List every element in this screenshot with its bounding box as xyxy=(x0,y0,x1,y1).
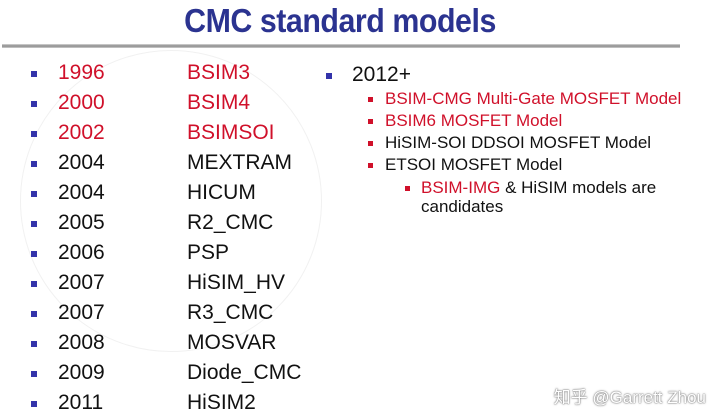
bullet-icon xyxy=(31,71,37,77)
year: 2002 xyxy=(58,121,105,144)
model-name: HiSIM_HV xyxy=(187,271,286,294)
model-name: R3_CMC xyxy=(187,301,274,324)
bullet-icon xyxy=(31,251,37,257)
future-item-text: BSIM-CMG Multi-Gate MOSFET Model xyxy=(385,89,682,108)
future-item-text: HiSIM-SOI DDSOI MOSFET Model xyxy=(385,133,652,152)
model-name: PSP xyxy=(187,241,230,264)
bullet-icon xyxy=(368,119,373,124)
bullet-icon xyxy=(405,186,410,191)
future-label: 2012+ xyxy=(352,63,411,86)
model-name: MOSVAR xyxy=(187,331,277,354)
bullet-icon xyxy=(31,341,37,347)
model-name: BSIMSOI xyxy=(187,121,275,144)
year: 2007 xyxy=(58,271,105,294)
year: 1996 xyxy=(58,61,105,84)
bullet-icon xyxy=(31,101,37,107)
model-name: Diode_CMC xyxy=(187,361,302,384)
bullet-icon xyxy=(31,191,37,197)
slide-title: CMC standard models xyxy=(184,2,496,39)
model-name: MEXTRAM xyxy=(187,151,292,174)
bullet-icon xyxy=(368,97,373,102)
model-name: BSIM4 xyxy=(187,91,251,114)
future-item-text: ETSOI MOSFET Model xyxy=(385,155,563,174)
bullet-icon xyxy=(31,371,37,377)
bullet-icon xyxy=(326,73,332,79)
year: 2011 xyxy=(58,391,104,414)
bullet-icon xyxy=(31,311,37,317)
year: 2008 xyxy=(58,331,105,354)
bullet-icon xyxy=(31,221,37,227)
model-name: R2_CMC xyxy=(187,211,274,234)
bullet-icon xyxy=(368,141,373,146)
model-name: HiSIM2 xyxy=(187,391,256,414)
future-item-text: BSIM6 MOSFET Model xyxy=(385,111,563,130)
year: 2005 xyxy=(58,211,105,234)
bullet-icon xyxy=(31,281,37,287)
candidate-text: & HiSIM models are xyxy=(500,178,657,197)
title-divider xyxy=(2,44,680,48)
year: 2004 xyxy=(58,151,105,174)
university-seal-watermark xyxy=(20,50,322,352)
year: 2007 xyxy=(58,301,105,324)
watermark: 知乎 @Garrett Zhou xyxy=(553,388,706,407)
bullet-icon xyxy=(368,163,373,168)
candidate-highlight: BSIM-IMG xyxy=(421,178,501,197)
model-name: BSIM3 xyxy=(187,61,251,84)
year: 2000 xyxy=(58,91,105,114)
bullet-icon xyxy=(31,131,37,137)
model-name: HICUM xyxy=(187,181,256,204)
bullet-icon xyxy=(31,161,37,167)
candidate-text-2: candidates xyxy=(421,197,504,216)
year: 2009 xyxy=(58,361,105,384)
year: 2004 xyxy=(58,181,105,204)
bullet-icon xyxy=(31,401,37,407)
year: 2006 xyxy=(58,241,105,264)
